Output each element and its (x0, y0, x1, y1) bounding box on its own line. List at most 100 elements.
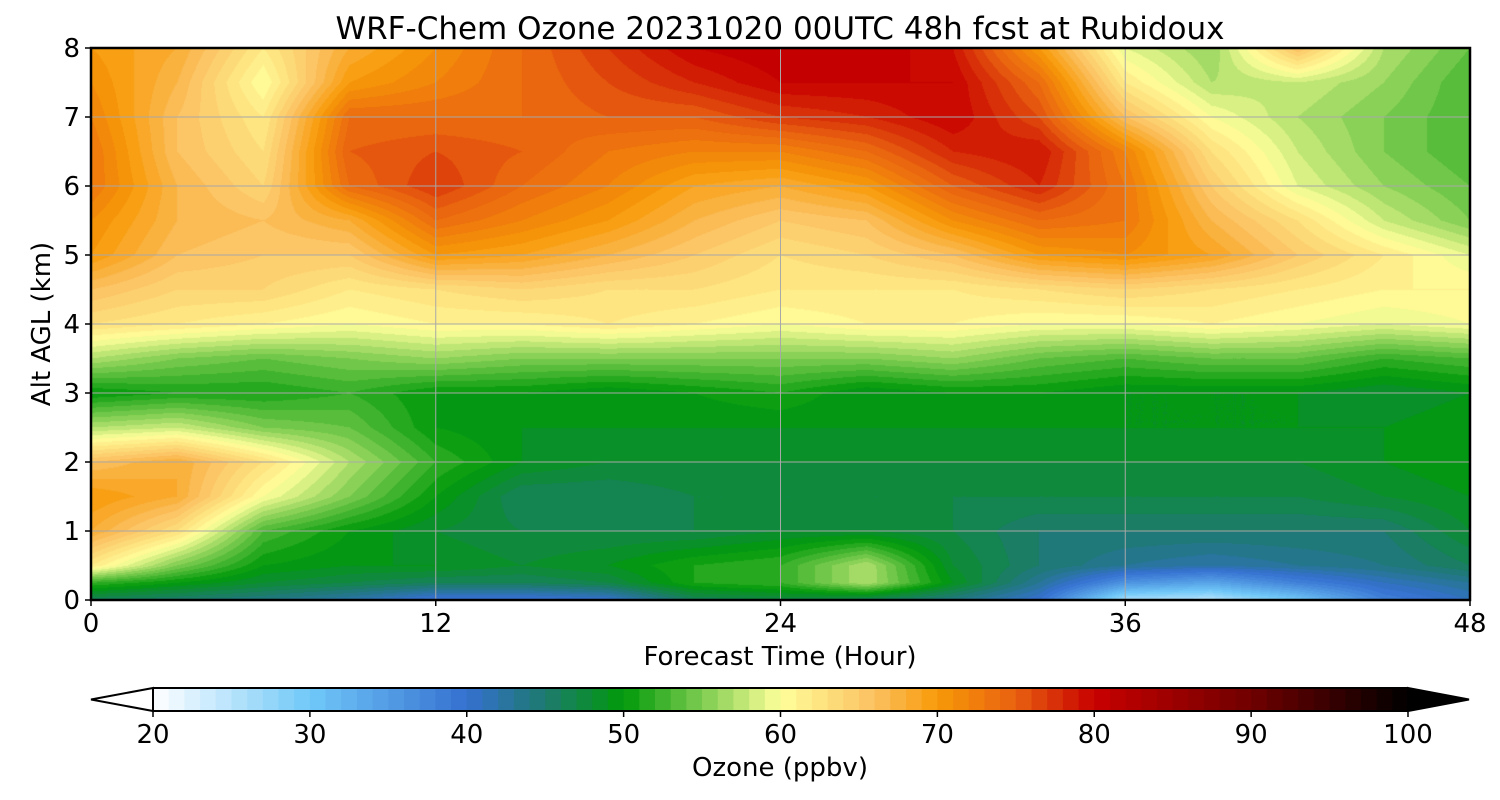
colorbar: 20 30 40 50 60 70 80 90 100 Ozone (ppbv) (90, 686, 1470, 783)
colorbar-swatch (953, 688, 970, 711)
colorbar-swatch (482, 688, 499, 711)
colorbar-tick-label: 40 (450, 720, 483, 750)
colorbar-swatch (1172, 688, 1189, 711)
plot-area (89, 46, 1472, 602)
colorbar-swatch (560, 688, 578, 711)
x-tick-label: 36 (1109, 609, 1142, 639)
colorbar-swatch (435, 688, 452, 711)
colorbar-min-extend-arrow (90, 686, 154, 713)
colorbar-swatch (1298, 688, 1315, 711)
colorbar-swatch (890, 688, 907, 711)
colorbar-swatch (780, 688, 797, 711)
colorbar-swatch (843, 688, 860, 711)
colorbar-swatch (686, 688, 703, 711)
y-tick-label: 7 (63, 103, 80, 133)
colorbar-swatch (294, 688, 311, 711)
colorbar-swatch (545, 688, 562, 711)
colorbar-tick-label: 70 (921, 720, 954, 750)
colorbar-swatch (419, 688, 436, 711)
colorbar-swatch (655, 688, 672, 711)
colorbar-swatch (1109, 688, 1127, 711)
colorbar-swatch (1282, 688, 1299, 711)
colorbar-label: Ozone (ppbv) (692, 753, 868, 783)
colorbar-swatch (858, 688, 876, 711)
colorbar-swatch (717, 688, 735, 711)
colorbar-swatch (1345, 688, 1362, 711)
colorbar-swatch (341, 688, 358, 711)
colorbar-swatch (1047, 688, 1064, 711)
colorbar-tick-label: 50 (607, 720, 640, 750)
colorbar-swatch (592, 688, 609, 711)
x-tick-label: 0 (83, 609, 100, 639)
y-tick-label: 0 (63, 586, 80, 616)
colorbar-swatch (1251, 688, 1268, 711)
y-tick-label: 2 (63, 448, 80, 478)
colorbar-swatch (1392, 688, 1409, 711)
colorbar-swatch (513, 688, 531, 711)
y-tick-label: 3 (63, 379, 80, 409)
colorbar-swatch (639, 688, 656, 711)
colorbar-swatch (1313, 688, 1331, 711)
colorbar-swatch (827, 688, 844, 711)
colorbar-swatch (1078, 688, 1095, 711)
y-axis-ticks: 0 1 2 3 4 5 6 7 8 (63, 34, 91, 616)
colorbar-swatch (325, 688, 342, 711)
colorbar-swatch (1235, 688, 1252, 711)
colorbar-tick-label: 100 (1383, 720, 1433, 750)
colorbar-swatch (921, 688, 938, 711)
colorbar-swatch (984, 688, 1001, 711)
colorbar-swatch (309, 688, 327, 711)
colorbar-swatch (906, 688, 923, 711)
colorbar-max-extend-arrow (1407, 686, 1470, 713)
colorbar-swatch (1015, 688, 1033, 711)
colorbar-swatch (247, 688, 264, 711)
colorbar-swatch (466, 688, 484, 711)
colorbar-swatches (153, 688, 1409, 711)
y-tick-label: 8 (63, 34, 80, 64)
colorbar-swatch (388, 688, 405, 711)
colorbar-swatch (764, 688, 782, 711)
colorbar-swatch (168, 688, 185, 711)
colorbar-swatch (1219, 688, 1237, 711)
colorbar-tick-label: 60 (764, 720, 797, 750)
colorbar-swatch (1204, 688, 1221, 711)
colorbar-swatch (968, 688, 986, 711)
colorbar-swatch (576, 688, 593, 711)
colorbar-swatch (153, 688, 170, 711)
colorbar-tick-label: 30 (293, 720, 326, 750)
colorbar-swatch (404, 688, 421, 711)
colorbar-swatch (278, 688, 295, 711)
colorbar-swatch (937, 688, 954, 711)
colorbar-swatch (215, 688, 233, 711)
y-tick-label: 5 (63, 241, 80, 271)
colorbar-swatch (702, 688, 719, 711)
colorbar-tick-label: 90 (1235, 720, 1268, 750)
colorbar-swatch (811, 688, 829, 711)
colorbar-swatch (498, 688, 515, 711)
colorbar-swatch (1141, 688, 1158, 711)
colorbar-swatch (1329, 688, 1346, 711)
colorbar-swatch (796, 688, 813, 711)
colorbar-ticks: 20 30 40 50 60 70 80 90 100 (136, 711, 1433, 750)
colorbar-swatch (262, 688, 280, 711)
colorbar-swatch (623, 688, 640, 711)
colorbar-swatch (200, 688, 217, 711)
colorbar-swatch (749, 688, 766, 711)
colorbar-swatch (1266, 688, 1284, 711)
colorbar-swatch (1125, 688, 1142, 711)
colorbar-swatch (451, 688, 468, 711)
x-tick-label: 48 (1453, 609, 1486, 639)
x-tick-label: 12 (419, 609, 452, 639)
colorbar-swatch (372, 688, 389, 711)
colorbar-swatch (184, 688, 201, 711)
colorbar-swatch (356, 688, 374, 711)
y-tick-label: 6 (63, 172, 80, 202)
colorbar-swatch (529, 688, 546, 711)
colorbar-swatch (670, 688, 687, 711)
colorbar-swatch (1376, 688, 1393, 711)
colorbar-swatch (1000, 688, 1017, 711)
y-tick-label: 1 (63, 517, 80, 547)
x-axis-label: Forecast Time (Hour) (643, 642, 916, 672)
x-tick-label: 24 (764, 609, 797, 639)
